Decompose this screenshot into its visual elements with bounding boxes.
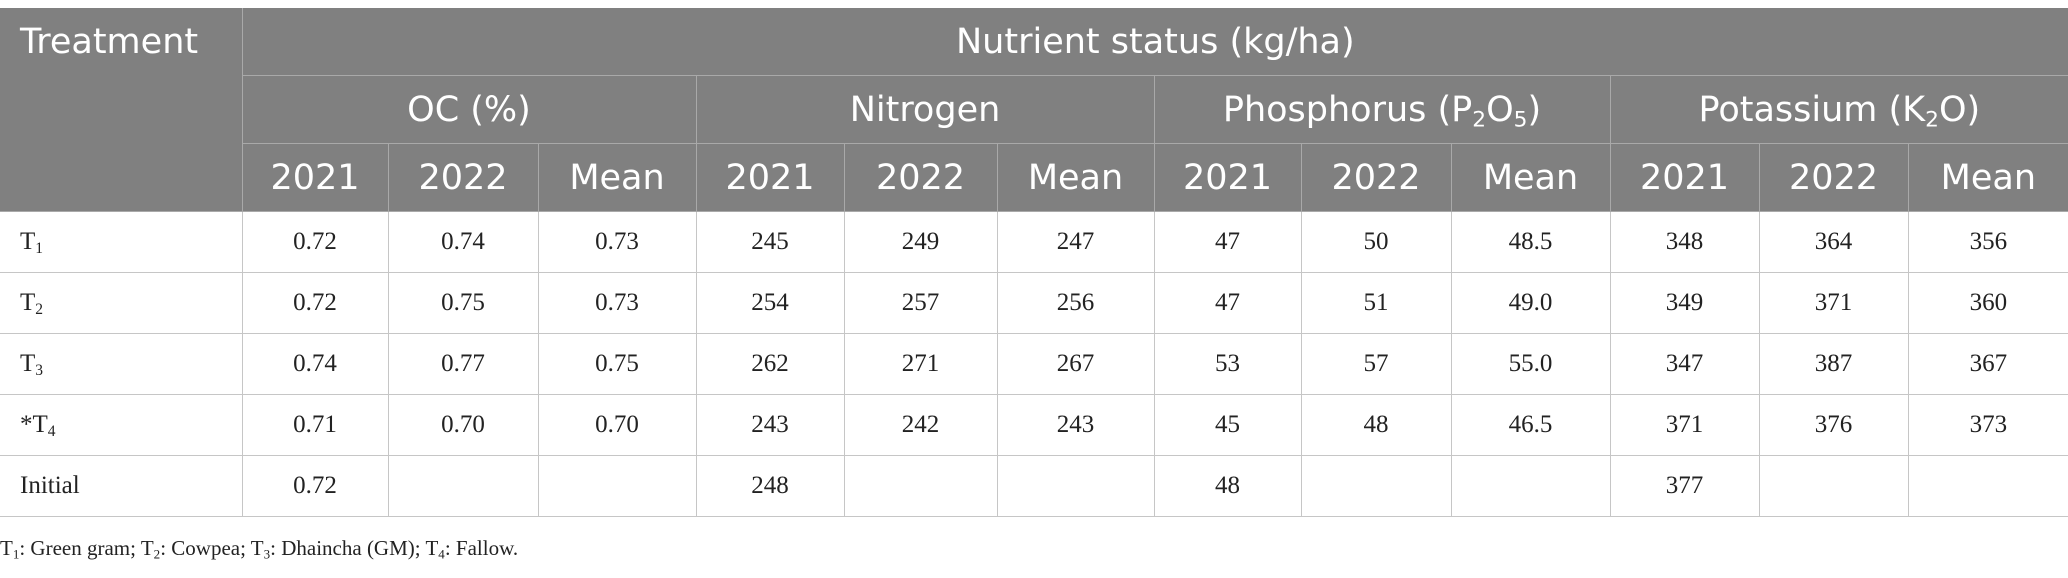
table-row: *T4 0.71 0.70 0.70 243 242 243 45 48 46.… xyxy=(0,394,2068,456)
cell-n-2021: 245 xyxy=(696,211,845,273)
oc-group-header: OC (%) xyxy=(242,75,697,144)
cell-k-2022: 364 xyxy=(1759,211,1909,273)
cell-k-2021: 347 xyxy=(1610,333,1760,395)
cell-oc-mean: 0.70 xyxy=(538,394,697,456)
row-label-t3: T3 xyxy=(0,333,243,395)
cell-n-2021: 248 xyxy=(696,455,845,517)
cell-k-2021: 349 xyxy=(1610,272,1760,334)
cell-p-2021: 47 xyxy=(1154,272,1302,334)
cell-k-2022: 376 xyxy=(1759,394,1909,456)
cell-n-mean: 256 xyxy=(997,272,1155,334)
cell-k-mean xyxy=(1908,455,2068,517)
cell-n-2021: 243 xyxy=(696,394,845,456)
row-label-t4: *T4 xyxy=(0,394,243,456)
table-row: Initial 0.72 248 48 377 xyxy=(0,455,2068,517)
cell-oc-mean: 0.73 xyxy=(538,272,697,334)
treatment-header: Treatment xyxy=(0,8,243,212)
cell-p-mean xyxy=(1451,455,1611,517)
phosphorus-group-header: Phosphorus (P2O5) xyxy=(1154,75,1611,144)
cell-k-mean: 360 xyxy=(1908,272,2068,334)
oc-mean-header: Mean xyxy=(538,143,697,212)
cell-k-mean: 373 xyxy=(1908,394,2068,456)
nitrogen-2022-header: 2022 xyxy=(844,143,998,212)
cell-k-2022: 371 xyxy=(1759,272,1909,334)
cell-n-2022: 242 xyxy=(844,394,998,456)
cell-p-2022: 51 xyxy=(1301,272,1452,334)
cell-k-2022: 387 xyxy=(1759,333,1909,395)
nutrient-status-header: Nutrient status (kg/ha) xyxy=(242,8,2068,76)
nitrogen-2021-header: 2021 xyxy=(696,143,845,212)
table-container: Treatment Nutrient status (kg/ha) OC (%)… xyxy=(0,8,2068,517)
cell-k-2021: 348 xyxy=(1610,211,1760,273)
row-label-initial: Initial xyxy=(0,455,243,517)
cell-k-2022 xyxy=(1759,455,1909,517)
row-label-t2: T2 xyxy=(0,272,243,334)
oc-2021-header: 2021 xyxy=(242,143,389,212)
cell-p-2021: 48 xyxy=(1154,455,1302,517)
cell-n-2021: 254 xyxy=(696,272,845,334)
cell-oc-2021: 0.72 xyxy=(242,455,389,517)
cell-oc-2022 xyxy=(388,455,539,517)
table-footnote: T1: Green gram; T2: Cowpea; T3: Dhaincha… xyxy=(0,536,519,562)
cell-oc-2021: 0.72 xyxy=(242,211,389,273)
table-body: T1 0.72 0.74 0.73 245 249 247 47 50 48.5… xyxy=(0,211,2068,517)
cell-p-mean: 55.0 xyxy=(1451,333,1611,395)
header-row-1: Treatment Nutrient status (kg/ha) xyxy=(0,8,2068,212)
cell-n-2021: 262 xyxy=(696,333,845,395)
cell-n-2022 xyxy=(844,455,998,517)
cell-k-mean: 367 xyxy=(1908,333,2068,395)
cell-oc-mean: 0.73 xyxy=(538,211,697,273)
cell-n-mean: 267 xyxy=(997,333,1155,395)
cell-p-2021: 47 xyxy=(1154,211,1302,273)
cell-oc-2021: 0.74 xyxy=(242,333,389,395)
row-label-t1: T1 xyxy=(0,211,243,273)
cell-p-mean: 48.5 xyxy=(1451,211,1611,273)
table-row: T3 0.74 0.77 0.75 262 271 267 53 57 55.0… xyxy=(0,333,2068,395)
potassium-mean-header: Mean xyxy=(1908,143,2068,212)
cell-p-2022: 57 xyxy=(1301,333,1452,395)
cell-oc-mean xyxy=(538,455,697,517)
cell-p-2022: 50 xyxy=(1301,211,1452,273)
table-row: T1 0.72 0.74 0.73 245 249 247 47 50 48.5… xyxy=(0,211,2068,273)
cell-p-2022 xyxy=(1301,455,1452,517)
potassium-2022-header: 2022 xyxy=(1759,143,1909,212)
cell-oc-mean: 0.75 xyxy=(538,333,697,395)
cell-oc-2021: 0.72 xyxy=(242,272,389,334)
nitrogen-group-header: Nitrogen xyxy=(696,75,1155,144)
nitrogen-mean-header: Mean xyxy=(997,143,1155,212)
cell-n-mean xyxy=(997,455,1155,517)
phosphorus-2021-header: 2021 xyxy=(1154,143,1302,212)
header-row-3: 2021 2022 Mean 2021 2022 Mean 2021 2022 … xyxy=(0,143,2068,212)
cell-oc-2022: 0.70 xyxy=(388,394,539,456)
cell-p-2021: 45 xyxy=(1154,394,1302,456)
cell-oc-2021: 0.71 xyxy=(242,394,389,456)
header-row-2: OC (%) Nitrogen Phosphorus (P2O5) Potass… xyxy=(0,75,2068,144)
potassium-group-header: Potassium (K2O) xyxy=(1610,75,2068,144)
phosphorus-2022-header: 2022 xyxy=(1301,143,1452,212)
nutrient-status-table: Treatment Nutrient status (kg/ha) OC (%)… xyxy=(0,8,2068,517)
cell-n-mean: 247 xyxy=(997,211,1155,273)
phosphorus-mean-header: Mean xyxy=(1451,143,1611,212)
cell-p-2022: 48 xyxy=(1301,394,1452,456)
table-row: T2 0.72 0.75 0.73 254 257 256 47 51 49.0… xyxy=(0,272,2068,334)
oc-2022-header: 2022 xyxy=(388,143,539,212)
table-header: Treatment Nutrient status (kg/ha) OC (%)… xyxy=(0,8,2068,212)
cell-oc-2022: 0.74 xyxy=(388,211,539,273)
cell-oc-2022: 0.75 xyxy=(388,272,539,334)
cell-k-2021: 371 xyxy=(1610,394,1760,456)
potassium-2021-header: 2021 xyxy=(1610,143,1760,212)
cell-p-2021: 53 xyxy=(1154,333,1302,395)
cell-n-2022: 257 xyxy=(844,272,998,334)
cell-n-2022: 249 xyxy=(844,211,998,273)
cell-k-mean: 356 xyxy=(1908,211,2068,273)
cell-n-mean: 243 xyxy=(997,394,1155,456)
cell-k-2021: 377 xyxy=(1610,455,1760,517)
cell-oc-2022: 0.77 xyxy=(388,333,539,395)
cell-p-mean: 46.5 xyxy=(1451,394,1611,456)
cell-p-mean: 49.0 xyxy=(1451,272,1611,334)
cell-n-2022: 271 xyxy=(844,333,998,395)
